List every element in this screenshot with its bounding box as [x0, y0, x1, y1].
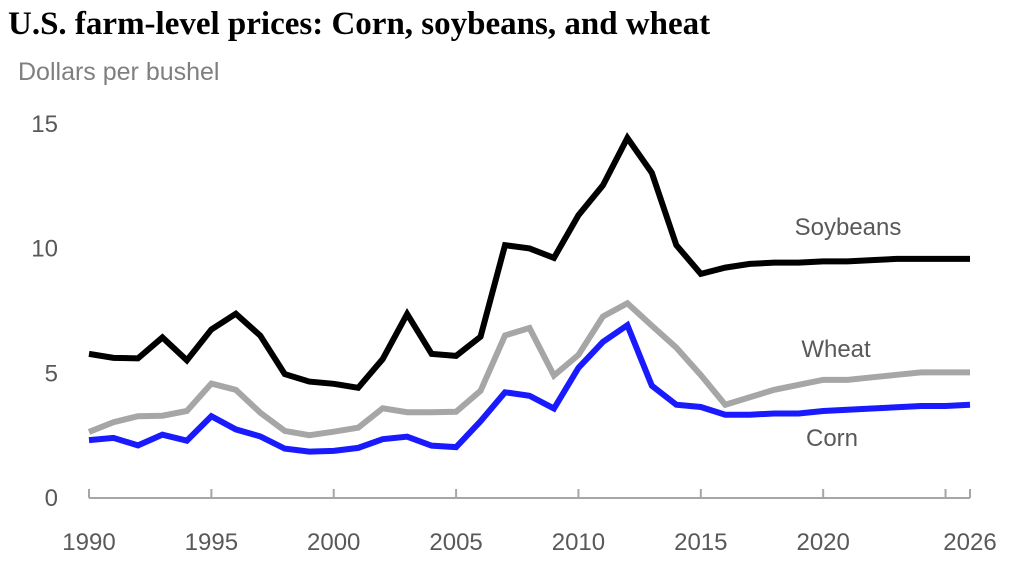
x-tick-label: 2000 [307, 529, 360, 556]
x-tick-label: 1990 [62, 529, 115, 556]
x-tick-label: 2005 [429, 529, 482, 556]
chart-title: U.S. farm-level prices: Corn, soybeans, … [8, 6, 711, 42]
series-label-corn: Corn [806, 425, 858, 452]
x-tick-label: 2015 [674, 529, 727, 556]
y-axis-label: Dollars per bushel [18, 58, 220, 86]
y-tick-label: 15 [31, 111, 58, 138]
x-tick-label: 1995 [185, 529, 238, 556]
y-tick-label: 5 [45, 360, 58, 387]
x-tick-label: 2026 [943, 529, 996, 556]
y-tick-label: 0 [45, 485, 58, 512]
series-label-wheat: Wheat [801, 336, 871, 363]
y-tick-label: 10 [31, 236, 58, 263]
series-label-soybeans: Soybeans [795, 214, 902, 241]
x-tick-label: 2020 [796, 529, 849, 556]
x-tick-label: 2010 [552, 529, 605, 556]
